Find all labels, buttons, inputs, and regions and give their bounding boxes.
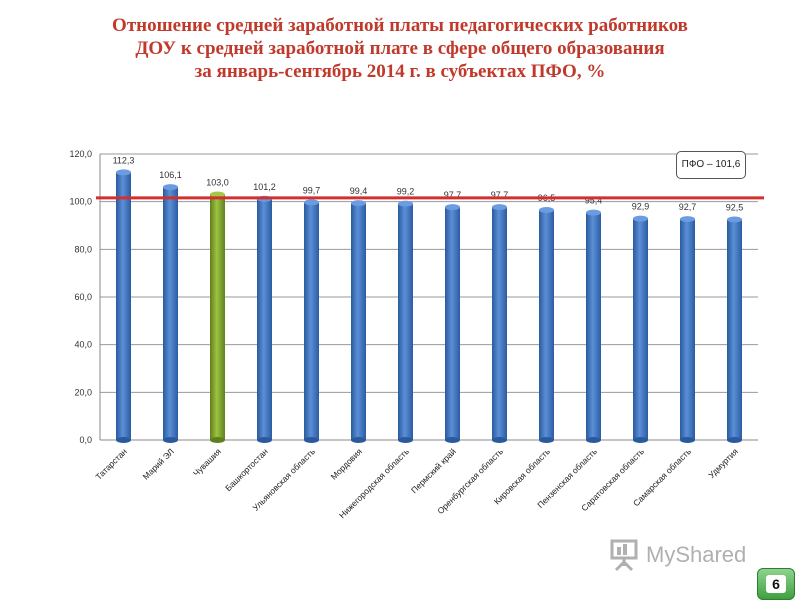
page-number: 6 <box>766 575 786 593</box>
title-line-1: Отношение средней заработной платы педаг… <box>112 15 688 36</box>
value-label: 97,7 <box>444 190 462 200</box>
bar <box>492 207 507 440</box>
presentation-board-icon <box>610 539 638 572</box>
y-tick-label: 60,0 <box>74 292 92 302</box>
bar-cap <box>163 184 178 191</box>
bar-cap <box>492 204 507 211</box>
y-tick-label: 80,0 <box>74 244 92 254</box>
category-label: Чувашия <box>191 446 223 478</box>
category-label: Татарстан <box>94 446 130 482</box>
page-number-badge: 6 <box>757 568 795 600</box>
title-line-3: за январь-сентябрь 2014 г. в субъектах П… <box>194 61 606 82</box>
y-tick-label: 40,0 <box>74 340 92 350</box>
bar-cap <box>539 207 554 214</box>
bar-base <box>586 437 601 443</box>
bar <box>163 187 178 440</box>
bar-cap <box>304 199 319 206</box>
bar <box>727 219 742 440</box>
bar <box>680 219 695 440</box>
value-label: 101,2 <box>253 182 276 192</box>
bar-base <box>680 437 695 443</box>
bar-base <box>304 437 319 443</box>
bar <box>210 194 225 440</box>
category-label: Башкортостан <box>223 446 270 493</box>
bar-base <box>257 437 272 443</box>
bar-base <box>633 437 648 443</box>
bar <box>116 172 131 440</box>
grid-layer <box>99 153 758 441</box>
bar-cap <box>398 200 413 207</box>
bar-cap <box>210 191 225 198</box>
bar-cap <box>727 216 742 223</box>
bar-base <box>445 437 460 443</box>
bar <box>539 210 554 440</box>
category-label: Удмуртия <box>706 446 740 480</box>
y-tick-label: 20,0 <box>74 387 92 397</box>
y-tick-label: 120,0 <box>69 149 92 159</box>
value-label: 106,1 <box>159 170 182 180</box>
bar-cap <box>116 169 131 176</box>
bar-cap <box>633 215 648 222</box>
bar-base <box>351 437 366 443</box>
value-label: 103,0 <box>206 178 229 188</box>
bar <box>257 198 272 440</box>
chart-title: Отношение средней заработной платы педаг… <box>0 14 800 83</box>
value-label: 95,4 <box>585 196 603 206</box>
bars-layer <box>116 169 742 443</box>
value-label: 99,2 <box>397 187 415 197</box>
bar-base <box>116 437 131 443</box>
title-line-2: ДОУ к средней заработной плате в сфере о… <box>135 38 665 59</box>
watermark: MyShared <box>608 538 746 572</box>
category-label: Пермский край <box>409 446 458 495</box>
value-label: 99,4 <box>350 186 368 196</box>
value-label: 99,7 <box>303 185 321 195</box>
y-tick-label: 100,0 <box>69 197 92 207</box>
y-tick-label: 0,0 <box>79 435 92 445</box>
bar <box>304 202 319 440</box>
bar-base <box>492 437 507 443</box>
bar <box>586 212 601 440</box>
watermark-text: MyShared <box>646 542 747 567</box>
bar <box>398 203 413 440</box>
value-label: 112,3 <box>113 155 135 165</box>
bar <box>445 207 460 440</box>
bar <box>633 218 648 440</box>
value-label: 92,5 <box>726 203 744 213</box>
value-label: 92,9 <box>632 202 650 212</box>
bar-base <box>727 437 742 443</box>
bar-base <box>539 437 554 443</box>
reference-legend-box: ПФО – 101,6 <box>676 151 746 179</box>
value-label: 92,7 <box>679 202 697 212</box>
bar-base <box>163 437 178 443</box>
bar <box>351 203 366 440</box>
value-label: 97,7 <box>491 190 509 200</box>
bar-cap <box>680 216 695 223</box>
category-label: Мордовия <box>329 446 365 482</box>
bar-cap <box>351 200 366 207</box>
category-label: Марий ЭЛ <box>141 446 176 481</box>
bar-cap <box>586 209 601 216</box>
bar-cap <box>445 204 460 211</box>
bar-base <box>210 437 225 443</box>
bar-base <box>398 437 413 443</box>
